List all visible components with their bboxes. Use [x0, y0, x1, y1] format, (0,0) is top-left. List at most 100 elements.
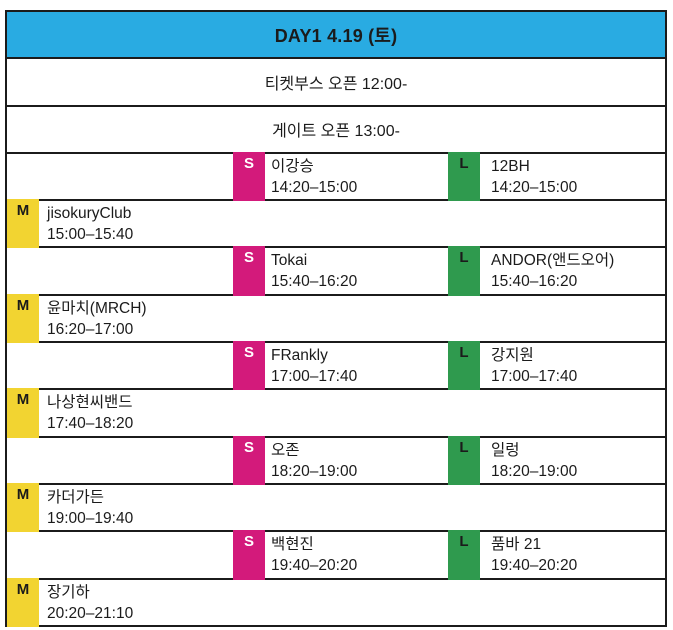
- slot-l-stage: L 12BH 14:20–15:00: [7, 151, 665, 202]
- performance-time: 16:20–17:00: [47, 320, 134, 338]
- schedule-row: M 나상현씨밴드 17:40–18:20: [5, 388, 667, 438]
- schedule-row: S 오존 18:20–19:00 L 일렁 18:20–19:00: [5, 435, 667, 485]
- stage-letter: M: [16, 485, 30, 503]
- performance-info: 장기하 20:20–21:10: [47, 582, 133, 624]
- artist-name: 윤마치(MRCH): [47, 299, 147, 317]
- stage-letter: L: [459, 438, 469, 456]
- artist-name: 강지원: [491, 347, 534, 365]
- stage-letter: L: [459, 249, 469, 267]
- performance-time: 17:00–17:40: [271, 368, 358, 386]
- schedule-row: S Tokai 15:40–16:20 L ANDOR(앤드오어) 15:40–…: [5, 246, 667, 296]
- performance-time: 20:20–21:10: [47, 604, 134, 622]
- stage-badge-m: M: [7, 577, 39, 627]
- performance-info: 품바 21 19:40–20:20: [491, 534, 577, 576]
- performance-time: 17:00–17:40: [491, 368, 578, 386]
- slot-m-stage: M 장기하 20:20–21:10: [7, 577, 665, 627]
- stage-badge-m: M: [7, 388, 39, 438]
- slot-s-stage: S 이강승 14:20–15:00: [7, 151, 665, 202]
- performance-info: 카더가든 19:00–19:40: [47, 487, 133, 529]
- performance-time: 15:40–16:20: [491, 273, 578, 291]
- stage-badge-m: M: [7, 199, 39, 249]
- stage-letter: L: [459, 154, 469, 172]
- slot-m-stage: M 나상현씨밴드 17:40–18:20: [7, 388, 665, 438]
- stage-badge-m: M: [7, 482, 39, 533]
- slot-l-stage: L 일렁 18:20–19:00: [7, 435, 665, 485]
- slot-s-stage: S Tokai 15:40–16:20: [7, 246, 665, 296]
- artist-name: jisokuryClub: [47, 205, 132, 223]
- stage-letter: M: [16, 391, 30, 409]
- schedule-row: M 윤마치(MRCH) 16:20–17:00: [5, 293, 667, 344]
- ticket-booth-open-row: 티켓부스 오픈 12:00-: [5, 57, 667, 107]
- performance-time: 18:20–19:00: [491, 462, 578, 480]
- artist-name: 카더가든: [47, 488, 105, 506]
- slot-m-stage: M 카더가든 19:00–19:40: [7, 482, 665, 533]
- stage-badge-l: L: [448, 151, 480, 202]
- artist-name: 장기하: [47, 583, 90, 601]
- performance-info: jisokuryClub 15:00–15:40: [47, 203, 133, 245]
- slot-m-stage: M jisokuryClub 15:00–15:40: [7, 199, 665, 249]
- artist-name: Tokai: [271, 252, 308, 270]
- day-header: DAY1 4.19 (토): [5, 10, 667, 60]
- slot-l-stage: L 강지원 17:00–17:40: [7, 341, 665, 391]
- performance-info: 12BH 14:20–15:00: [491, 156, 577, 198]
- performance-time: 14:20–15:00: [271, 178, 358, 196]
- day-title: DAY1 4.19 (토): [274, 25, 398, 46]
- stage-letter: S: [243, 154, 254, 172]
- schedule-row: M 장기하 20:20–21:10: [5, 577, 667, 627]
- stage-letter: S: [243, 438, 254, 456]
- stage-letter: S: [243, 249, 254, 267]
- performance-time: 19:40–20:20: [491, 557, 578, 575]
- schedule-row: M jisokuryClub 15:00–15:40: [5, 199, 667, 249]
- schedule-row: S 백현진 19:40–20:20 L 품바 21 19:40–20:20: [5, 530, 667, 580]
- slot-l-stage: L ANDOR(앤드오어) 15:40–16:20: [7, 246, 665, 296]
- stage-letter: S: [243, 533, 254, 551]
- performance-time: 15:00–15:40: [47, 226, 134, 244]
- stage-badge-s: S: [233, 151, 265, 202]
- performance-time: 19:00–19:40: [47, 509, 134, 527]
- schedule-row: M 카더가든 19:00–19:40: [5, 482, 667, 533]
- performance-info: 일렁 18:20–19:00: [491, 440, 577, 482]
- stage-letter: S: [243, 344, 254, 362]
- ticket-booth-open-label: 티켓부스 오픈 12:00-: [264, 75, 408, 93]
- slot-s-stage: S FRankly 17:00–17:40: [7, 341, 665, 391]
- stage-badge-l: L: [448, 246, 480, 296]
- performance-info: 이강승 14:20–15:00: [271, 156, 357, 198]
- stage-badge-l: L: [448, 530, 480, 580]
- artist-name: ANDOR(앤드오어): [491, 252, 615, 270]
- day1-timetable: DAY1 4.19 (토) 티켓부스 오픈 12:00- 게이트 오픈 13:0…: [5, 10, 667, 627]
- stage-badge-s: S: [233, 530, 265, 580]
- slot-s-stage: S 백현진 19:40–20:20: [7, 530, 665, 580]
- performance-info: 백현진 19:40–20:20: [271, 534, 357, 576]
- stage-badge-l: L: [448, 341, 480, 391]
- schedule-row: S FRankly 17:00–17:40 L 강지원 17:00–17:40: [5, 341, 667, 391]
- stage-badge-s: S: [233, 341, 265, 391]
- stage-letter: M: [16, 202, 30, 220]
- gate-open-row: 게이트 오픈 13:00-: [5, 104, 667, 154]
- schedule-row: S 이강승 14:20–15:00 L 12BH 14:20–15:00: [5, 151, 667, 202]
- artist-name: 12BH: [491, 157, 530, 175]
- performance-info: 나상현씨밴드 17:40–18:20: [47, 392, 133, 434]
- performance-time: 18:20–19:00: [271, 462, 358, 480]
- slot-l-stage: L 품바 21 19:40–20:20: [7, 530, 665, 580]
- artist-name: 나상현씨밴드: [47, 394, 133, 412]
- gate-open-label: 게이트 오픈 13:00-: [272, 123, 400, 141]
- artist-name: 백현진: [271, 536, 314, 554]
- performance-time: 19:40–20:20: [271, 557, 358, 575]
- stage-letter: M: [16, 296, 30, 314]
- stage-badge-m: M: [7, 293, 39, 344]
- artist-name: 오존: [271, 441, 300, 459]
- performance-info: ANDOR(앤드오어) 15:40–16:20: [491, 250, 614, 292]
- performance-info: Tokai 15:40–16:20: [271, 250, 357, 292]
- artist-name: 품바 21: [491, 536, 542, 554]
- stage-letter: L: [459, 344, 469, 362]
- slot-s-stage: S 오존 18:20–19:00: [7, 435, 665, 485]
- performance-time: 17:40–18:20: [47, 415, 134, 433]
- stage-badge-l: L: [448, 435, 480, 485]
- slot-m-stage: M 윤마치(MRCH) 16:20–17:00: [7, 293, 665, 344]
- performance-info: FRankly 17:00–17:40: [271, 345, 357, 387]
- performance-time: 15:40–16:20: [271, 273, 358, 291]
- performance-info: 강지원 17:00–17:40: [491, 345, 577, 387]
- artist-name: 일렁: [491, 441, 520, 459]
- stage-letter: L: [459, 533, 469, 551]
